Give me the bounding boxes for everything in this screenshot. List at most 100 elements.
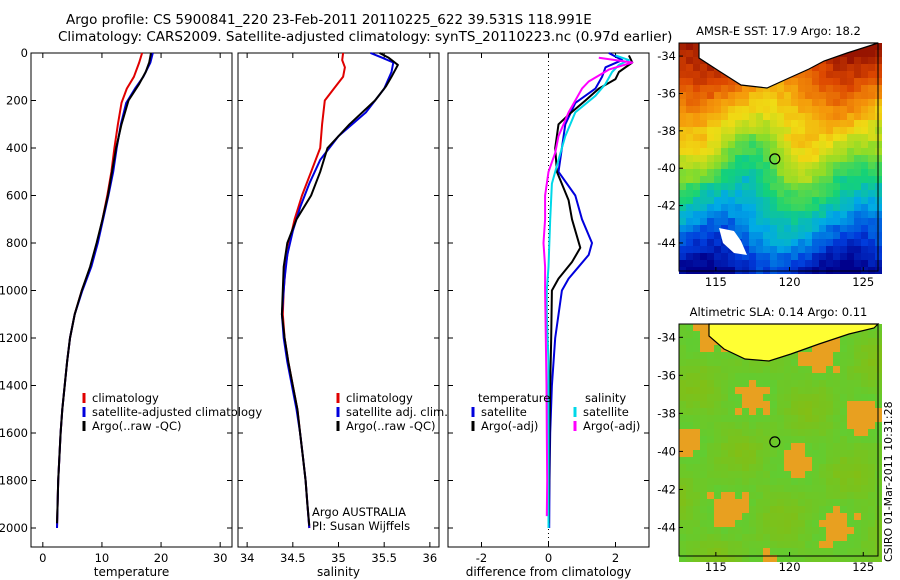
map-pixel	[847, 211, 854, 218]
map-pixel	[770, 366, 777, 373]
map-pixel	[749, 211, 756, 218]
map-pixel	[714, 401, 721, 408]
map-pixel	[833, 183, 840, 190]
map-pixel	[805, 183, 812, 190]
map-pixel	[840, 457, 847, 464]
map-pixel	[861, 534, 868, 541]
map-pixel	[819, 239, 826, 246]
map-pixel	[812, 387, 819, 394]
map-pixel	[854, 218, 861, 225]
map-pixel	[798, 506, 805, 513]
map-pixel	[763, 457, 770, 464]
map-pixel	[847, 436, 854, 443]
map-pixel	[854, 253, 861, 260]
map-pixel	[770, 148, 777, 155]
map-pixel	[707, 408, 714, 415]
map-pixel	[833, 380, 840, 387]
map-pixel	[840, 176, 847, 183]
difference-salinity-legend-label: satellite	[583, 405, 629, 419]
map-pixel	[854, 387, 861, 394]
map-pixel	[700, 211, 707, 218]
map-pixel	[847, 394, 854, 401]
map-pixel	[728, 499, 735, 506]
map-pixel	[840, 57, 847, 64]
map-pixel	[735, 204, 742, 211]
map-pixel	[777, 415, 784, 422]
map-pixel	[728, 253, 735, 260]
map-pixel	[686, 127, 693, 134]
map-pixel	[721, 429, 728, 436]
map-pixel	[840, 450, 847, 457]
map-pixel	[693, 366, 700, 373]
map-pixel	[728, 450, 735, 457]
map-pixel	[756, 148, 763, 155]
map-pixel	[868, 148, 875, 155]
map-pixel	[693, 499, 700, 506]
map-pixel	[826, 57, 833, 64]
map-pixel	[826, 394, 833, 401]
map-pixel	[791, 380, 798, 387]
map-pixel	[700, 345, 707, 352]
map-pixel	[791, 239, 798, 246]
map-pixel	[700, 338, 707, 345]
map-pixel	[742, 366, 749, 373]
map-pixel	[735, 169, 742, 176]
map-pixel	[714, 478, 721, 485]
map-pixel	[735, 85, 742, 92]
map-pixel	[840, 401, 847, 408]
map-pixel	[693, 211, 700, 218]
map-pixel	[798, 120, 805, 127]
map-pixel	[714, 85, 721, 92]
map-pixel	[770, 246, 777, 253]
map-pixel	[777, 520, 784, 527]
map-pixel	[819, 218, 826, 225]
map-pixel	[826, 450, 833, 457]
difference-xtick-label: 2	[612, 551, 619, 565]
sla_map-xtick-label: 115	[705, 560, 727, 574]
map-pixel	[763, 387, 770, 394]
map-pixel	[679, 499, 686, 506]
map-pixel	[749, 408, 756, 415]
map-pixel	[749, 183, 756, 190]
map-pixel	[812, 527, 819, 534]
map-pixel	[812, 366, 819, 373]
map-pixel	[840, 253, 847, 260]
map-pixel	[840, 478, 847, 485]
map-pixel	[693, 513, 700, 520]
map-pixel	[714, 520, 721, 527]
map-pixel	[798, 485, 805, 492]
map-pixel	[861, 450, 868, 457]
map-pixel	[805, 127, 812, 134]
map-pixel	[784, 197, 791, 204]
map-pixel	[819, 253, 826, 260]
map-pixel	[714, 345, 721, 352]
map-pixel	[693, 485, 700, 492]
map-pixel	[707, 352, 714, 359]
map-pixel	[805, 471, 812, 478]
map-pixel	[784, 162, 791, 169]
map-pixel	[707, 99, 714, 106]
map-pixel	[700, 106, 707, 113]
map-pixel	[840, 211, 847, 218]
map-pixel	[840, 92, 847, 99]
map-pixel	[679, 92, 686, 99]
map-pixel	[735, 541, 742, 548]
map-pixel	[854, 204, 861, 211]
sst_map-ytick-label: -42	[657, 199, 676, 213]
map-pixel	[679, 106, 686, 113]
map-pixel	[791, 499, 798, 506]
map-pixel	[763, 401, 770, 408]
map-pixel	[770, 169, 777, 176]
map-pixel	[840, 513, 847, 520]
map-pixel	[826, 197, 833, 204]
map-pixel	[868, 499, 875, 506]
map-pixel	[679, 415, 686, 422]
map-pixel	[812, 520, 819, 527]
map-pixel	[798, 492, 805, 499]
map-pixel	[805, 429, 812, 436]
map-pixel	[770, 499, 777, 506]
temperature-xtick-label: 0	[39, 551, 46, 565]
map-pixel	[868, 415, 875, 422]
map-pixel	[700, 232, 707, 239]
map-pixel	[679, 169, 686, 176]
